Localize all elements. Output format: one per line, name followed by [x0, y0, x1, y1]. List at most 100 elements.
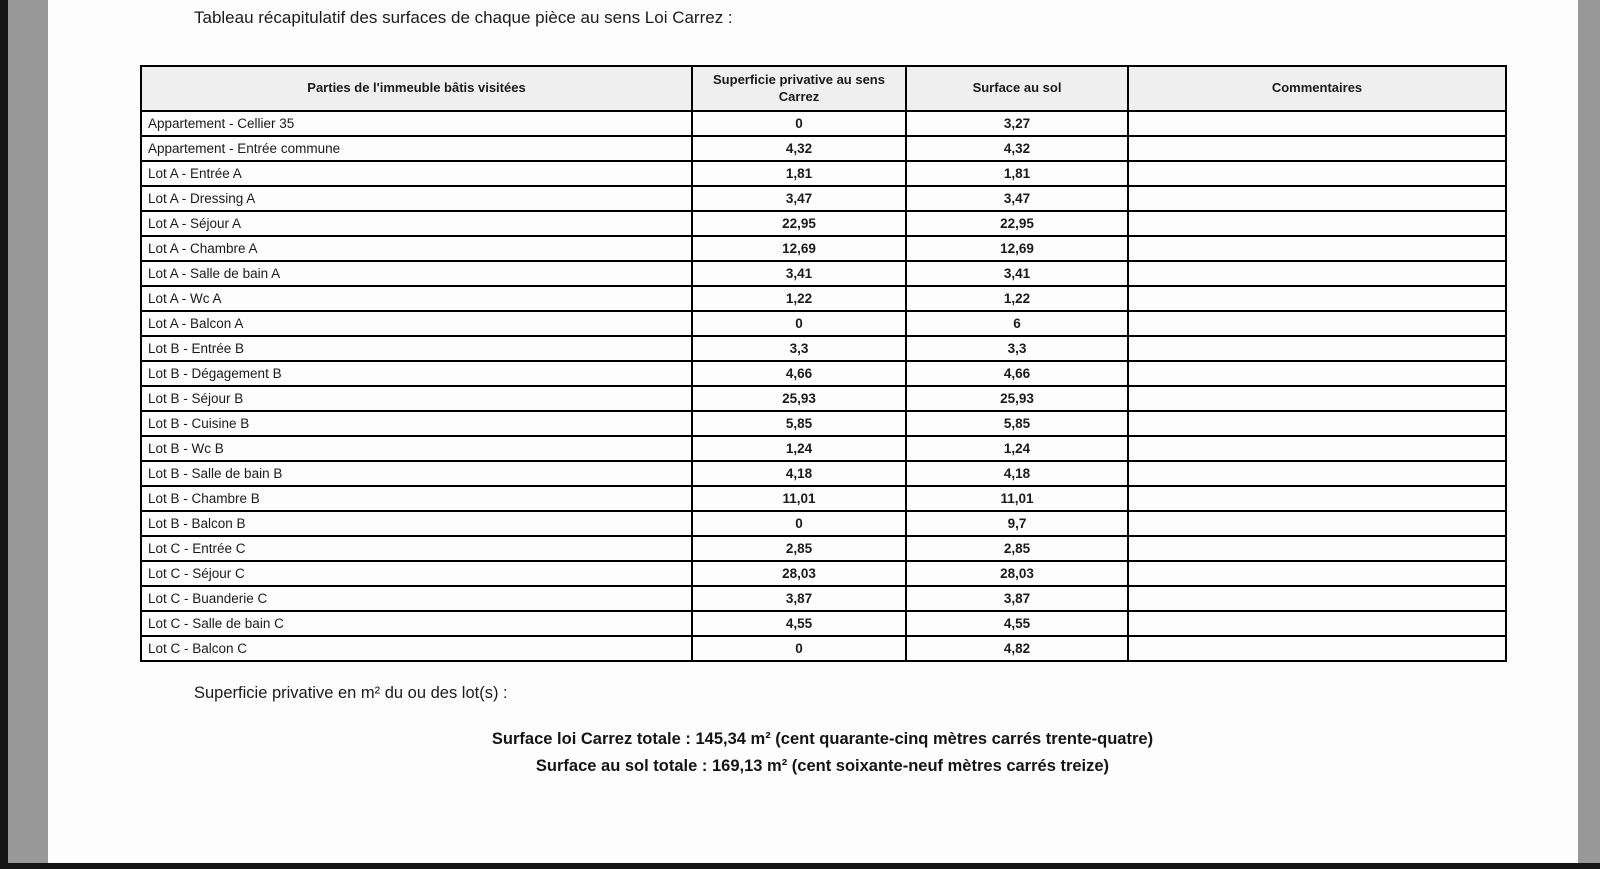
cell-carrez: 0	[691, 110, 907, 137]
table-header-row: Parties de l'immeuble bâtis visitées Sup…	[140, 65, 1507, 112]
cell-piece: Lot A - Balcon A	[140, 310, 693, 337]
cell-commentaire	[1127, 385, 1507, 412]
cell-commentaire	[1127, 460, 1507, 487]
cell-piece: Lot A - Dressing A	[140, 185, 693, 212]
cell-sol: 6	[905, 310, 1129, 337]
cell-piece: Lot A - Entrée A	[140, 160, 693, 187]
cell-piece: Lot B - Chambre B	[140, 485, 693, 512]
table-row: Lot B - Chambre B 11,01 11,01	[140, 485, 1507, 512]
cell-commentaire	[1127, 260, 1507, 287]
cell-commentaire	[1127, 235, 1507, 262]
table-row: Appartement - Cellier 35 0 3,27	[140, 110, 1507, 137]
table-row: Appartement - Entrée commune 4,32 4,32	[140, 135, 1507, 162]
cell-carrez: 1,22	[691, 285, 907, 312]
cell-sol: 3,87	[905, 585, 1129, 612]
cell-carrez: 0	[691, 310, 907, 337]
cell-commentaire	[1127, 160, 1507, 187]
cell-carrez: 4,66	[691, 360, 907, 387]
cell-commentaire	[1127, 360, 1507, 387]
table-row: Lot B - Salle de bain B 4,18 4,18	[140, 460, 1507, 487]
cell-commentaire	[1127, 185, 1507, 212]
table-row: Lot A - Salle de bain A 3,41 3,41	[140, 260, 1507, 287]
cell-sol: 3,47	[905, 185, 1129, 212]
cell-piece: Lot B - Séjour B	[140, 385, 693, 412]
cell-sol: 1,81	[905, 160, 1129, 187]
cell-piece: Lot C - Entrée C	[140, 535, 693, 562]
cell-commentaire	[1127, 485, 1507, 512]
cell-sol: 12,69	[905, 235, 1129, 262]
cell-carrez: 1,81	[691, 160, 907, 187]
cell-sol: 4,55	[905, 610, 1129, 637]
cell-piece: Appartement - Cellier 35	[140, 110, 693, 137]
cell-commentaire	[1127, 285, 1507, 312]
document-page: Tableau récapitulatif des surfaces de ch…	[48, 0, 1578, 863]
table-row: Lot A - Chambre A 12,69 12,69	[140, 235, 1507, 262]
cell-carrez: 2,85	[691, 535, 907, 562]
cell-carrez: 3,3	[691, 335, 907, 362]
cell-commentaire	[1127, 110, 1507, 137]
cell-piece: Lot C - Balcon C	[140, 635, 693, 662]
cell-carrez: 3,41	[691, 260, 907, 287]
cell-sol: 3,3	[905, 335, 1129, 362]
header-surface-sol: Surface au sol	[905, 65, 1129, 112]
cell-piece: Lot B - Wc B	[140, 435, 693, 462]
table-row: Lot C - Séjour C 28,03 28,03	[140, 560, 1507, 587]
cell-carrez: 25,93	[691, 385, 907, 412]
cell-commentaire	[1127, 585, 1507, 612]
cell-sol: 3,41	[905, 260, 1129, 287]
cell-carrez: 11,01	[691, 485, 907, 512]
header-commentaires: Commentaires	[1127, 65, 1507, 112]
cell-commentaire	[1127, 335, 1507, 362]
cell-sol: 3,27	[905, 110, 1129, 137]
cell-carrez: 1,24	[691, 435, 907, 462]
cell-carrez: 22,95	[691, 210, 907, 237]
cell-sol: 25,93	[905, 385, 1129, 412]
cell-piece: Lot B - Salle de bain B	[140, 460, 693, 487]
cell-piece: Lot B - Balcon B	[140, 510, 693, 537]
cell-commentaire	[1127, 210, 1507, 237]
cell-piece: Lot A - Salle de bain A	[140, 260, 693, 287]
header-superficie-carrez: Superficie privative au sens Carrez	[691, 65, 907, 112]
cell-sol: 22,95	[905, 210, 1129, 237]
cell-carrez: 0	[691, 510, 907, 537]
cell-carrez: 4,18	[691, 460, 907, 487]
page-title: Tableau récapitulatif des surfaces de ch…	[194, 8, 733, 27]
cell-piece: Lot A - Séjour A	[140, 210, 693, 237]
cell-commentaire	[1127, 435, 1507, 462]
cell-sol: 11,01	[905, 485, 1129, 512]
cell-sol: 1,22	[905, 285, 1129, 312]
cell-sol: 9,7	[905, 510, 1129, 537]
table-row: Lot C - Buanderie C 3,87 3,87	[140, 585, 1507, 612]
cell-carrez: 3,47	[691, 185, 907, 212]
cell-commentaire	[1127, 135, 1507, 162]
cell-sol: 4,32	[905, 135, 1129, 162]
cell-sol: 4,18	[905, 460, 1129, 487]
table-row: Lot B - Cuisine B 5,85 5,85	[140, 410, 1507, 437]
cell-carrez: 5,85	[691, 410, 907, 437]
table-row: Lot B - Séjour B 25,93 25,93	[140, 385, 1507, 412]
cell-commentaire	[1127, 635, 1507, 662]
total-surface-carrez: Surface loi Carrez totale : 145,34 m² (c…	[491, 730, 1154, 748]
cell-commentaire	[1127, 310, 1507, 337]
cell-carrez: 4,55	[691, 610, 907, 637]
total-surface-sol: Surface au sol totale : 169,13 m² (cent …	[535, 757, 1110, 775]
cell-sol: 2,85	[905, 535, 1129, 562]
cell-piece: Lot C - Buanderie C	[140, 585, 693, 612]
table-row: Lot C - Salle de bain C 4,55 4,55	[140, 610, 1507, 637]
cell-commentaire	[1127, 510, 1507, 537]
cell-piece: Lot B - Dégagement B	[140, 360, 693, 387]
cell-commentaire	[1127, 410, 1507, 437]
cell-commentaire	[1127, 610, 1507, 637]
cell-sol: 5,85	[905, 410, 1129, 437]
cell-carrez: 0	[691, 635, 907, 662]
cell-carrez: 12,69	[691, 235, 907, 262]
cell-piece: Appartement - Entrée commune	[140, 135, 693, 162]
cell-commentaire	[1127, 560, 1507, 587]
cell-carrez: 4,32	[691, 135, 907, 162]
totals-block: Surface loi Carrez totale : 145,34 m² (c…	[140, 726, 1505, 780]
table-row: Lot A - Séjour A 22,95 22,95	[140, 210, 1507, 237]
header-parties: Parties de l'immeuble bâtis visitées	[140, 65, 693, 112]
cell-piece: Lot C - Séjour C	[140, 560, 693, 587]
cell-carrez: 3,87	[691, 585, 907, 612]
